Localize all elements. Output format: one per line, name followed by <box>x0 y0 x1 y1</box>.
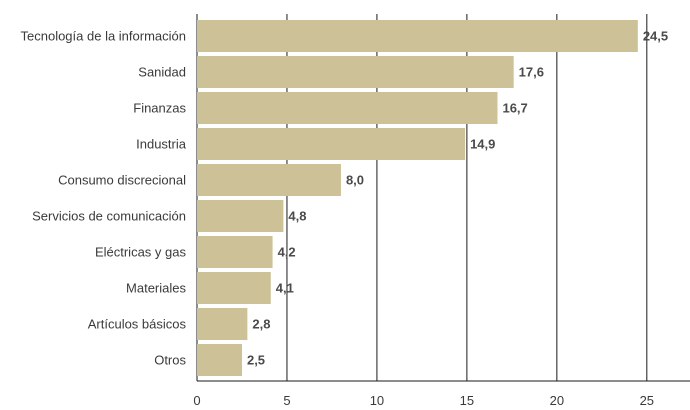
bar-materiales <box>197 272 271 304</box>
value-label-industria: 14,9 <box>470 137 495 152</box>
bar-finanzas <box>197 92 498 124</box>
bar-servicios-de-comunicacion <box>197 200 284 232</box>
value-label-otros: 2,5 <box>247 353 265 368</box>
value-label-tecnologia-de-la-informacion: 24,5 <box>643 29 668 44</box>
category-label-otros: Otros <box>154 353 186 368</box>
x-axis-tick-labels: 0 5 10 15 20 25 <box>193 393 654 408</box>
x-tick-label-10: 10 <box>370 393 384 408</box>
bar-sanidad <box>197 56 514 88</box>
bar-tecnologia-de-la-informacion <box>197 20 638 52</box>
bars <box>197 20 638 376</box>
bar-consumo-discrecional <box>197 164 341 196</box>
x-tick-label-25: 25 <box>640 393 654 408</box>
value-label-sanidad: 17,6 <box>519 65 544 80</box>
x-tick-label-15: 15 <box>460 393 474 408</box>
value-label-materiales: 4,1 <box>276 281 294 296</box>
value-label-articulos-basicos: 2,8 <box>252 317 270 332</box>
category-label-consumo-discrecional: Consumo discrecional <box>58 173 186 188</box>
value-label-finanzas: 16,7 <box>502 101 527 116</box>
x-tick-label-0: 0 <box>193 393 200 408</box>
category-label-finanzas: Finanzas <box>133 101 186 116</box>
value-label-consumo-discrecional: 8,0 <box>346 173 364 188</box>
category-label-electricas-y-gas: Eléctricas y gas <box>95 245 187 260</box>
category-label-materiales: Materiales <box>126 281 186 296</box>
category-label-tecnologia-de-la-informacion: Tecnología de la información <box>21 29 187 44</box>
category-label-sanidad: Sanidad <box>138 65 186 80</box>
x-tick-label-5: 5 <box>283 393 290 408</box>
bar-articulos-basicos <box>197 308 248 340</box>
bar-electricas-y-gas <box>197 236 273 268</box>
bar-industria <box>197 128 466 160</box>
category-label-servicios-de-comunicacion: Servicios de comunicación <box>32 209 186 224</box>
bar-otros <box>197 344 242 376</box>
x-tick-label-20: 20 <box>550 393 564 408</box>
value-labels: 24,5 17,6 16,7 14,9 8,0 4,8 4,2 4,1 2,8 2,5 <box>247 29 668 368</box>
category-label-industria: Industria <box>136 137 187 152</box>
category-label-articulos-basicos: Artículos básicos <box>88 317 187 332</box>
value-label-electricas-y-gas: 4,2 <box>278 245 296 260</box>
value-label-servicios-de-comunicacion: 4,8 <box>288 209 306 224</box>
category-labels: Tecnología de la información Sanidad Finan… <box>21 29 187 368</box>
